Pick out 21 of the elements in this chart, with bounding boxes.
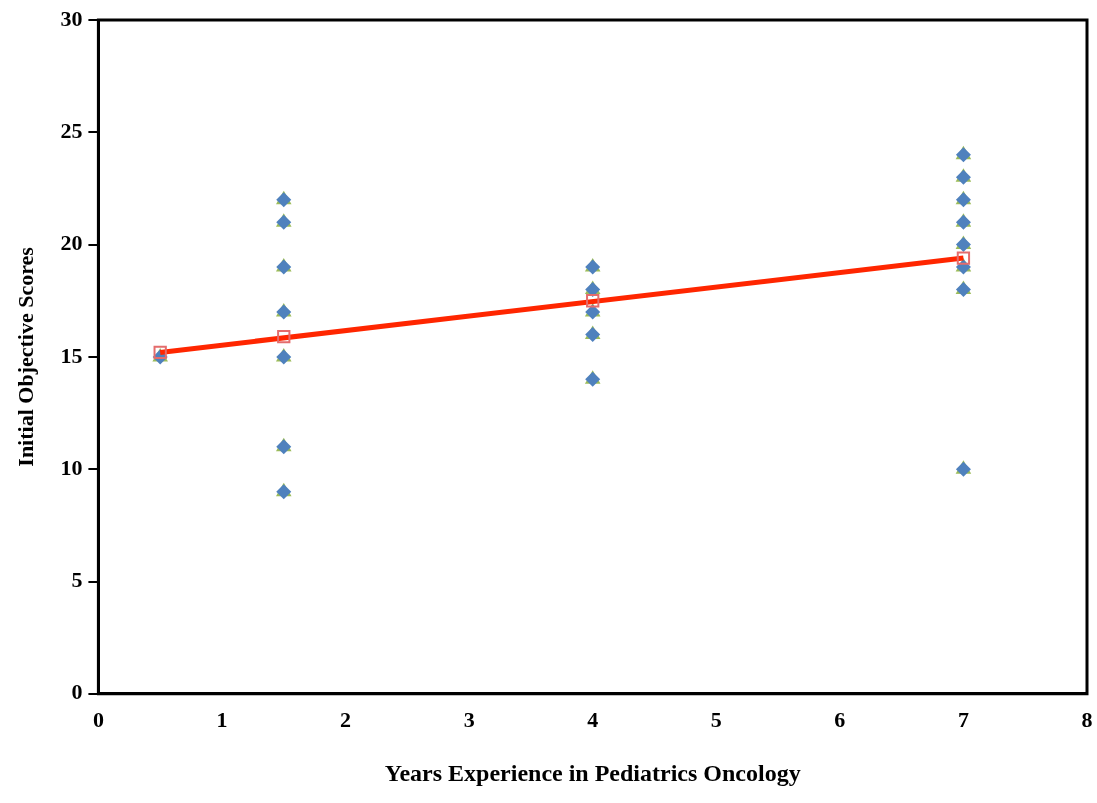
x-tick-label: 1 (216, 706, 228, 732)
y-tick-label: 30 (60, 5, 83, 31)
x-tick-label: 8 (1081, 706, 1093, 732)
y-tick-label: 10 (60, 454, 83, 480)
x-axis-title: Years Experience in Pediatrics Oncology (384, 759, 801, 786)
point (586, 294, 600, 308)
x-tick-label: 4 (587, 706, 599, 732)
y-tick-label: 15 (60, 342, 83, 368)
x-tick-label: 0 (92, 706, 104, 732)
x-tick-label: 3 (463, 706, 475, 732)
y-axis-title: Initial Objective Scores (12, 246, 38, 467)
y-tick-label: 20 (60, 230, 83, 256)
y-tick-label: 0 (71, 679, 83, 705)
x-tick-label: 6 (834, 706, 846, 732)
y-tick-label: 25 (60, 117, 83, 143)
y-tick-label: 5 (71, 567, 83, 593)
x-tick-label: 5 (710, 706, 722, 732)
x-tick-label: 2 (340, 706, 352, 732)
point (956, 251, 971, 265)
point (277, 330, 291, 344)
x-tick-label: 7 (957, 706, 969, 732)
